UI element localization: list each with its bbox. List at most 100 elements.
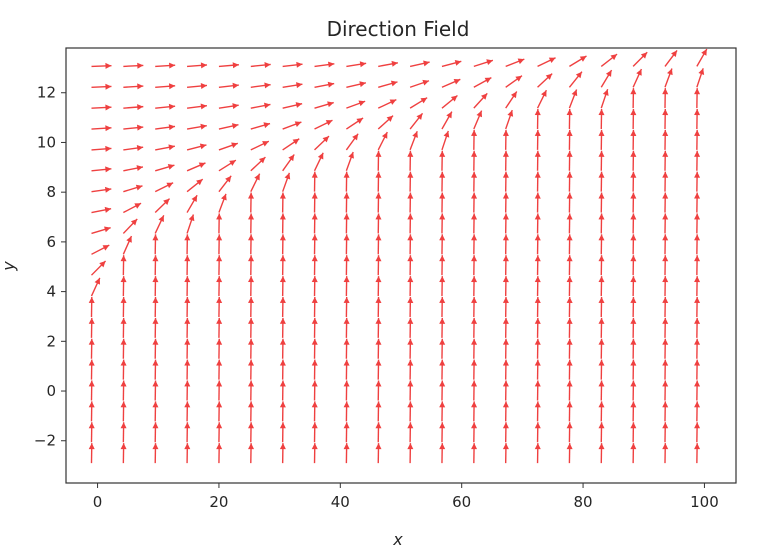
direction-arrow — [598, 276, 605, 297]
direction-arrow — [407, 401, 414, 422]
direction-arrow — [155, 124, 176, 131]
direction-arrow — [534, 401, 541, 422]
direction-arrow — [407, 213, 414, 234]
direction-arrow — [248, 380, 255, 401]
direction-arrow — [537, 57, 556, 68]
direction-arrow — [375, 401, 382, 422]
direction-arrow — [184, 255, 191, 276]
direction-arrow — [184, 234, 191, 255]
y-tick-label: 10 — [37, 133, 56, 151]
direction-arrow — [343, 359, 350, 380]
direction-arrow — [216, 338, 223, 359]
direction-arrow — [216, 359, 223, 380]
direction-arrow — [248, 338, 255, 359]
direction-arrow — [473, 110, 483, 130]
direction-arrow — [216, 401, 223, 422]
direction-arrow — [502, 443, 509, 464]
direction-arrow — [218, 62, 239, 69]
direction-arrow — [534, 234, 541, 255]
direction-arrow — [598, 109, 605, 130]
direction-arrow — [407, 150, 414, 171]
direction-arrow — [694, 359, 701, 380]
direction-arrow — [407, 296, 414, 317]
x-tick-label: 100 — [690, 493, 719, 511]
direction-arrow — [311, 192, 318, 213]
direction-arrow — [311, 443, 318, 464]
direction-arrow — [346, 100, 366, 109]
direction-arrow — [502, 234, 509, 255]
direction-arrow — [471, 255, 478, 276]
direction-arrow — [88, 380, 95, 401]
direction-arrow — [502, 359, 509, 380]
direction-arrow — [598, 380, 605, 401]
direction-arrow — [88, 338, 95, 359]
direction-arrow — [311, 317, 318, 338]
direction-arrow — [343, 422, 350, 443]
direction-arrow — [154, 215, 165, 234]
direction-arrow — [123, 62, 144, 69]
direction-arrow — [281, 172, 291, 192]
direction-arrow — [248, 443, 255, 464]
direction-arrow — [91, 206, 112, 214]
direction-arrow — [534, 171, 541, 192]
direction-arrow — [120, 255, 127, 276]
direction-arrow — [216, 443, 223, 464]
direction-arrow — [282, 154, 295, 172]
direction-arrow — [282, 61, 303, 68]
direction-arrow — [566, 213, 573, 234]
x-tick-label: 20 — [209, 493, 228, 511]
direction-arrow — [279, 276, 286, 297]
direction-arrow — [502, 150, 509, 171]
direction-arrow — [152, 443, 159, 464]
direction-arrow — [471, 276, 478, 297]
direction-arrow — [534, 380, 541, 401]
direction-arrow — [407, 234, 414, 255]
direction-arrow — [598, 171, 605, 192]
direction-arrow — [91, 125, 112, 132]
direction-arrow — [375, 171, 382, 192]
direction-arrow — [314, 101, 334, 109]
direction-arrow — [123, 145, 144, 151]
direction-arrow — [630, 192, 637, 213]
direction-arrow — [345, 117, 364, 130]
direction-arrow — [502, 171, 509, 192]
direction-arrow — [630, 150, 637, 171]
direction-arrow — [279, 296, 286, 317]
direction-arrow — [407, 192, 414, 213]
direction-arrow — [471, 359, 478, 380]
direction-arrow — [314, 119, 333, 130]
direction-arrow — [248, 234, 255, 255]
direction-arrow — [343, 255, 350, 276]
direction-arrow — [123, 165, 144, 172]
direction-arrow — [505, 91, 518, 109]
y-tick-label: 4 — [46, 283, 56, 301]
direction-arrow — [123, 184, 143, 193]
direction-arrow — [279, 213, 286, 234]
direction-arrow — [662, 150, 669, 171]
direction-arrow — [248, 276, 255, 297]
direction-arrow — [123, 104, 144, 111]
direction-arrow — [311, 401, 318, 422]
direction-arrow — [409, 130, 418, 151]
direction-arrow — [502, 422, 509, 443]
direction-arrow — [662, 255, 669, 276]
direction-arrow — [375, 276, 382, 297]
direction-arrow — [184, 359, 191, 380]
direction-arrow — [91, 145, 112, 152]
direction-arrow — [502, 213, 509, 234]
direction-arrow — [186, 194, 198, 213]
direction-arrow — [630, 234, 637, 255]
direction-arrow — [439, 150, 446, 171]
direction-arrow — [471, 422, 478, 443]
direction-arrow — [534, 359, 541, 380]
direction-arrow — [375, 380, 382, 401]
direction-arrow — [343, 213, 350, 234]
direction-arrow — [441, 111, 453, 130]
direction-arrow — [152, 234, 159, 255]
direction-arrow — [218, 175, 232, 193]
direction-arrow — [630, 109, 637, 130]
direction-arrow — [534, 443, 541, 464]
direction-arrow — [279, 443, 286, 464]
direction-arrow — [120, 359, 127, 380]
direction-arrow — [123, 124, 144, 131]
